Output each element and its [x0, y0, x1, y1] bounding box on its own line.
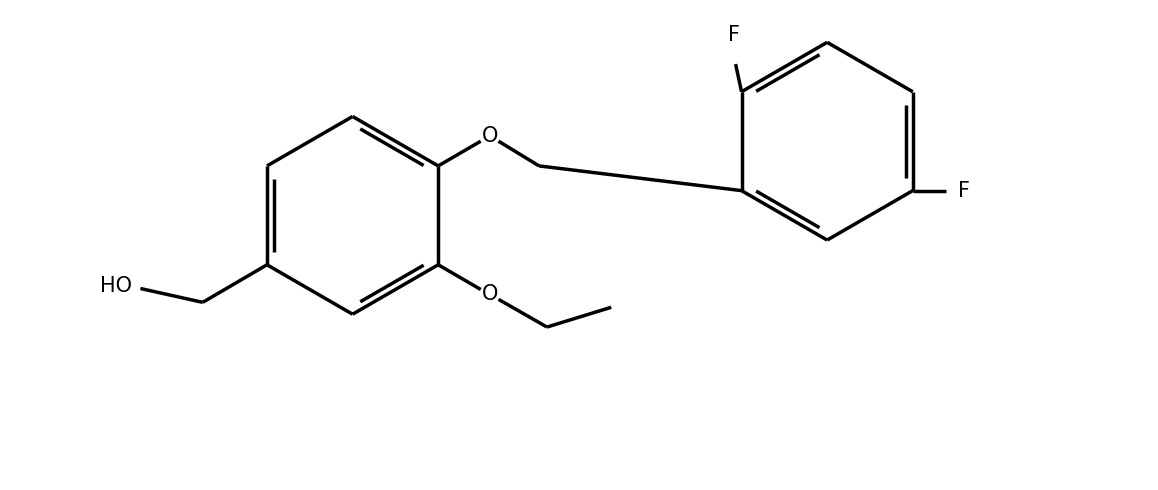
Text: O: O	[482, 126, 498, 146]
Text: F: F	[727, 25, 740, 45]
Text: O: O	[482, 284, 498, 304]
Text: HO: HO	[100, 275, 132, 295]
Text: F: F	[959, 181, 970, 200]
